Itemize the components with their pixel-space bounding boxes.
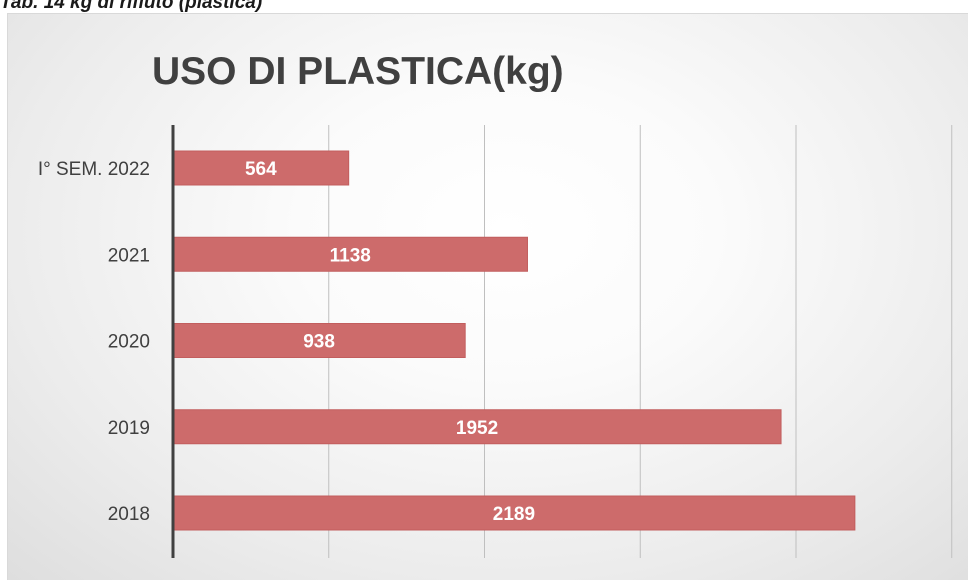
- data-label: 938: [303, 332, 335, 353]
- data-label: 564: [245, 159, 277, 180]
- bar: [172, 495, 856, 531]
- data-label: 1138: [330, 245, 371, 266]
- data-label: 1952: [456, 418, 498, 439]
- bar: [172, 323, 466, 358]
- bar: [172, 236, 528, 272]
- data-label: 2189: [493, 504, 535, 525]
- category-label: 2019: [108, 418, 150, 439]
- chart-title: USO DI PLASTICA(kg): [152, 50, 564, 93]
- category-label: 2020: [108, 332, 150, 353]
- category-label: 2021: [108, 245, 150, 266]
- chart-area: [7, 13, 968, 580]
- bar: [172, 409, 782, 445]
- category-label: 2018: [108, 504, 150, 525]
- table-caption: Tab. 14 kg di rifiuto (plastica): [0, 0, 263, 13]
- category-label: I° SEM. 2022: [38, 159, 150, 180]
